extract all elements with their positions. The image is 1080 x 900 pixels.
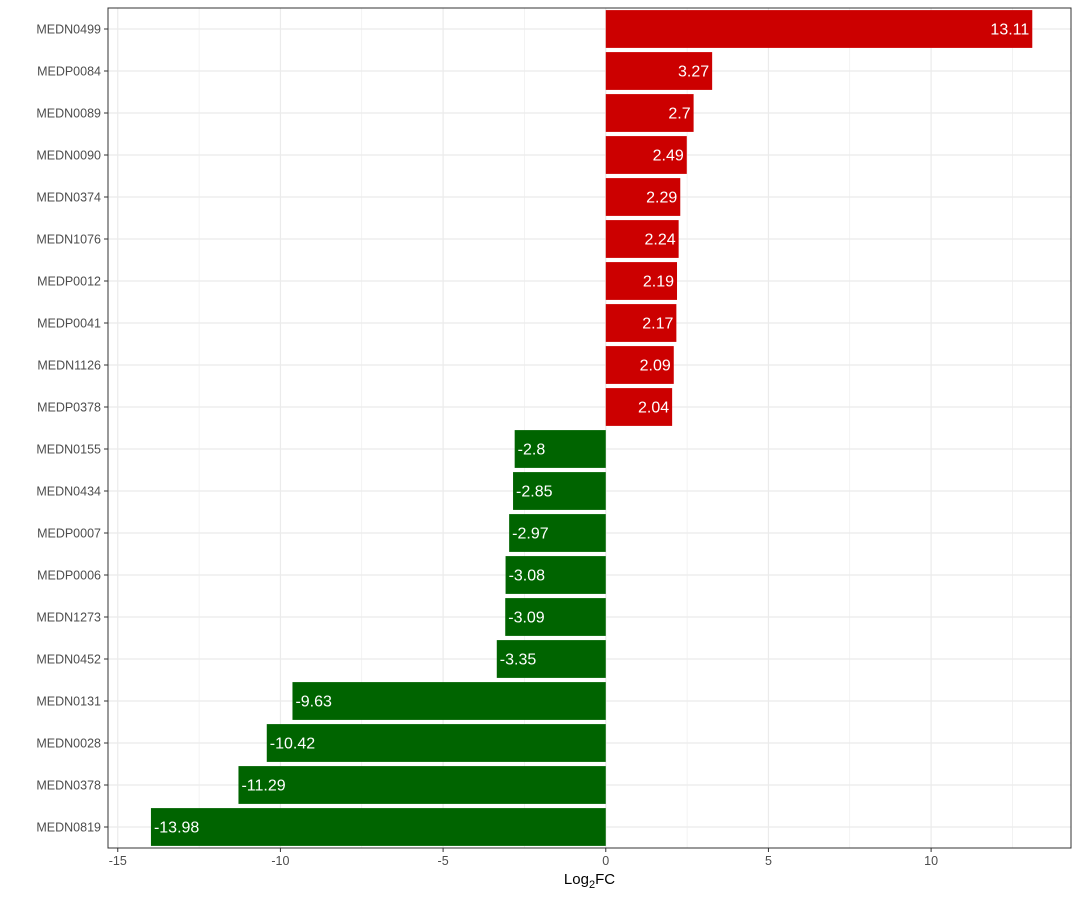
x-axis-title: Log2FC — [564, 871, 615, 891]
y-tick-label: MEDN0090 — [36, 149, 101, 163]
x-axis: -15 -10 -5 0 5 10 — [109, 848, 938, 868]
bar-value-label: -3.08 — [509, 568, 546, 585]
bar — [238, 766, 606, 804]
bar — [605, 136, 687, 174]
y-tick-label: MEDP0041 — [37, 317, 101, 331]
bar-value-label: 2.04 — [638, 400, 669, 417]
bar — [605, 52, 713, 90]
bar-value-label: -2.8 — [518, 442, 546, 459]
bar — [266, 724, 606, 762]
bar-value-label: 2.17 — [642, 316, 673, 333]
bar — [605, 178, 681, 216]
bar — [505, 598, 606, 636]
grid-lines — [108, 8, 1071, 848]
y-tick-label: MEDN0374 — [36, 191, 101, 205]
bar — [605, 10, 1033, 48]
bar — [292, 682, 606, 720]
bar-value-label: 2.7 — [668, 106, 690, 123]
bar — [509, 514, 606, 552]
y-tick-label: MEDP0084 — [37, 65, 101, 79]
y-tick-label: MEDN1126 — [37, 359, 101, 373]
bar-value-label: -3.09 — [508, 610, 545, 627]
y-tick-label: MEDN0452 — [36, 653, 101, 667]
x-tick-label: 10 — [924, 854, 938, 868]
bar-value-label: -2.97 — [512, 526, 549, 543]
bar — [605, 94, 694, 132]
y-tick-label: MEDN0131 — [36, 695, 101, 709]
x-axis-title-tail: FC — [595, 871, 615, 888]
bar — [605, 304, 677, 342]
panel-border — [107, 7, 1072, 849]
bar-value-label: -9.63 — [295, 694, 332, 711]
bar — [505, 556, 606, 594]
bar — [496, 640, 606, 678]
x-tick-label: 5 — [765, 854, 772, 868]
y-tick-label: MEDN0028 — [36, 737, 101, 751]
bar — [605, 262, 678, 300]
x-tick-label: -5 — [438, 854, 449, 868]
y-tick-label: MEDP0378 — [37, 401, 101, 415]
bar — [605, 220, 679, 258]
bar-value-label: -3.35 — [500, 652, 537, 669]
bars — [150, 10, 1033, 846]
bar-value-label: 2.49 — [653, 148, 684, 165]
bar-value-label: 13.11 — [990, 22, 1029, 39]
bar — [514, 430, 606, 468]
y-tick-label: MEDP0012 — [37, 275, 101, 289]
y-tick-label: MEDN0089 — [36, 107, 101, 121]
y-tick-label: MEDN1076 — [36, 233, 101, 247]
bar-value-label: -2.85 — [516, 484, 553, 501]
x-axis-title-main: Log — [564, 871, 589, 888]
bar-value-labels: 13.11 3.27 2.7 2.49 2.29 2.24 2.19 2.17 2.09 2.04… — [154, 22, 1029, 837]
bar-value-label: 3.27 — [678, 64, 709, 81]
bar-value-label: 2.29 — [646, 190, 677, 207]
y-tick-label: MEDN0499 — [36, 23, 101, 37]
y-tick-label: MEDN1273 — [36, 611, 101, 625]
bar-value-label: 2.09 — [640, 358, 671, 375]
x-tick-label: -10 — [271, 854, 289, 868]
y-tick-label: MEDN0155 — [36, 443, 101, 457]
x-tick-label: -15 — [109, 854, 127, 868]
y-tick-label: MEDN0434 — [36, 485, 101, 499]
bar-value-label: -10.42 — [270, 736, 315, 753]
y-axis: MEDN0499 MEDP0084 MEDN0089 MEDN0090 MEDN0374… — [36, 23, 108, 835]
x-tick-label: 0 — [602, 854, 609, 868]
bar-value-label: 2.19 — [643, 274, 674, 291]
bar-value-label: 2.24 — [645, 232, 676, 249]
bar — [150, 808, 606, 846]
bar — [605, 346, 674, 384]
y-tick-label: MEDN0378 — [36, 779, 101, 793]
y-tick-label: MEDP0007 — [37, 527, 101, 541]
bar — [513, 472, 606, 510]
bar — [605, 388, 673, 426]
y-tick-label: MEDN0819 — [36, 821, 101, 835]
x-axis-title-subscript: 2 — [589, 879, 595, 891]
y-tick-label: MEDP0006 — [37, 569, 101, 583]
bar-value-label: -13.98 — [154, 820, 199, 837]
bar-value-label: -11.29 — [241, 778, 285, 795]
